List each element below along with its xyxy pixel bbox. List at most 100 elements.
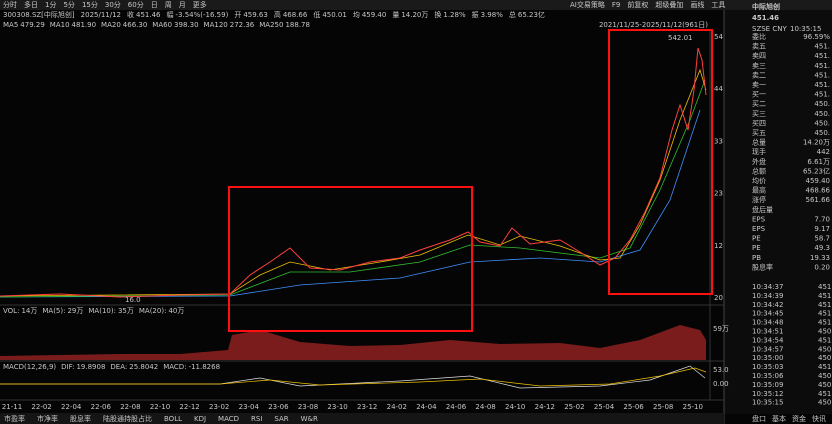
tick-price: 450	[818, 372, 831, 380]
price-axis-label: 54	[714, 33, 723, 41]
quote-label: 幅	[167, 10, 174, 19]
quote-value: 3.98%	[481, 11, 504, 19]
macd-axis-label: 0.00	[713, 380, 729, 388]
side-label: 均价	[752, 176, 766, 185]
quote-label: 量	[392, 11, 399, 19]
ma-line	[0, 68, 707, 297]
price-line	[0, 47, 707, 298]
side-value: 442	[817, 148, 830, 156]
ma-value: 398.30	[174, 21, 199, 29]
indicator-tab[interactable]: SAR	[274, 415, 288, 423]
macd-value: -11.8268	[189, 363, 220, 371]
side-value: 96.59%	[803, 33, 830, 41]
indicator-tab[interactable]: 股息率	[70, 414, 91, 423]
quote-value: 459.40	[362, 11, 387, 19]
side-tab[interactable]: 资金	[792, 414, 806, 423]
vol-value: 35万	[118, 307, 134, 315]
ma-line	[0, 109, 701, 298]
tick-price: 451	[818, 301, 831, 309]
quote-label: 开	[234, 11, 241, 19]
indicator-tab[interactable]: W&R	[301, 415, 318, 423]
highlight-box	[228, 186, 473, 332]
timeframe-tab[interactable]: 1分	[45, 0, 56, 9]
toolbar-button[interactable]: 超级叠加	[655, 0, 683, 9]
price-axis-label: 44	[714, 85, 723, 93]
side-label: 卖一	[752, 81, 766, 89]
side-value: 451.	[814, 43, 830, 51]
timeframe-tab[interactable]: 更多	[193, 0, 207, 9]
ma-value: 479.29	[20, 21, 45, 29]
high-label: 542.01	[668, 34, 693, 42]
side-value: 6.61万	[807, 158, 830, 166]
side-value: 459.40	[806, 177, 831, 185]
x-axis-label: 21-11	[2, 403, 22, 411]
indicator-tab[interactable]: RSI	[251, 415, 262, 423]
side-label: EPS	[752, 225, 766, 233]
toolbar-button[interactable]: 工具	[711, 1, 725, 9]
timeframe-tab[interactable]: 周	[165, 1, 172, 9]
side-label: 股息率	[752, 262, 773, 271]
side-label: 现手	[752, 147, 766, 156]
x-axis-label: 24-02	[387, 403, 407, 411]
tick-time: 10:35:09	[752, 381, 783, 389]
ma-label: MA60	[152, 21, 172, 29]
macd-dea	[0, 367, 707, 387]
quote-label: 换	[434, 10, 441, 19]
timeframe-tab[interactable]: 月	[179, 1, 186, 9]
side-label: 买一	[752, 91, 766, 99]
indicator-tab[interactable]: 市净率	[37, 414, 58, 423]
ma-label: MA120	[204, 21, 228, 29]
side-value: 451.	[814, 62, 830, 70]
ma-value: 466.30	[123, 21, 148, 29]
macd-value: 19.8908	[76, 363, 105, 371]
x-axis-label: 23-04	[239, 403, 260, 411]
timeframe-tab[interactable]: 60分	[128, 0, 144, 9]
indicator-tab[interactable]: MACD	[218, 415, 239, 423]
indicator-tab[interactable]: 市盈率	[4, 414, 25, 423]
timeframe-tab[interactable]: 分时	[3, 0, 17, 9]
side-tab[interactable]: 快讯	[812, 414, 826, 423]
side-label: PE	[752, 235, 761, 243]
tick-price: 451	[818, 283, 831, 291]
tick-price: 450	[818, 354, 831, 362]
indicator-tab[interactable]: KDJ	[194, 415, 206, 423]
side-label: 卖四	[752, 52, 766, 60]
indicator-tab[interactable]: 陆股通持股占比	[103, 414, 152, 423]
side-value: 9.17	[814, 225, 830, 233]
vol-label: MA(5):	[42, 307, 65, 315]
quote-label: 高	[274, 10, 281, 19]
quote-value: 459.63	[243, 11, 268, 19]
tick-time: 10:35:00	[752, 354, 783, 362]
side-label: 买四	[752, 119, 766, 127]
side-tab[interactable]: 盘口	[752, 414, 766, 423]
side-value: 450.	[814, 119, 830, 127]
timeframe-tab[interactable]: 5分	[63, 0, 74, 9]
tick-time: 10:35:12	[752, 390, 783, 398]
tick-time: 10:34:42	[752, 301, 783, 309]
timeframe-tab[interactable]: 多日	[24, 0, 38, 9]
timeframe-tab[interactable]: 30分	[105, 0, 121, 9]
price-axis-label: 23	[714, 190, 723, 198]
x-axis-label: 23-10	[327, 403, 347, 411]
toolbar-button[interactable]: AI交易策略	[570, 0, 605, 9]
toolbar-button[interactable]: F9	[612, 1, 620, 9]
macd-title: MACD(12,26,9)	[3, 363, 56, 371]
toolbar-button[interactable]: 画线	[690, 0, 704, 9]
side-label: PB	[752, 254, 761, 262]
x-axis-label: 24-08	[475, 403, 495, 411]
x-axis-label: 24-06	[446, 403, 467, 411]
market: SZSE CNY	[752, 25, 787, 33]
ma-label: MA10	[50, 21, 70, 29]
quote-label: 低	[313, 10, 320, 19]
quote-value: 450.01	[322, 11, 347, 19]
low-label: 16.0	[125, 296, 141, 304]
volume-axis-label: 59万	[713, 325, 729, 333]
timeframe-tab[interactable]: 15分	[82, 0, 98, 9]
timeframe-tab[interactable]: 日	[151, 1, 158, 9]
x-axis-label: 25-08	[653, 403, 673, 411]
toolbar-button[interactable]: 前复权	[627, 0, 648, 9]
tick-time: 10:34:48	[752, 319, 783, 327]
side-tab[interactable]: 基本	[772, 414, 786, 423]
indicator-tab[interactable]: BOLL	[164, 415, 182, 423]
side-value: 450.	[814, 129, 830, 137]
